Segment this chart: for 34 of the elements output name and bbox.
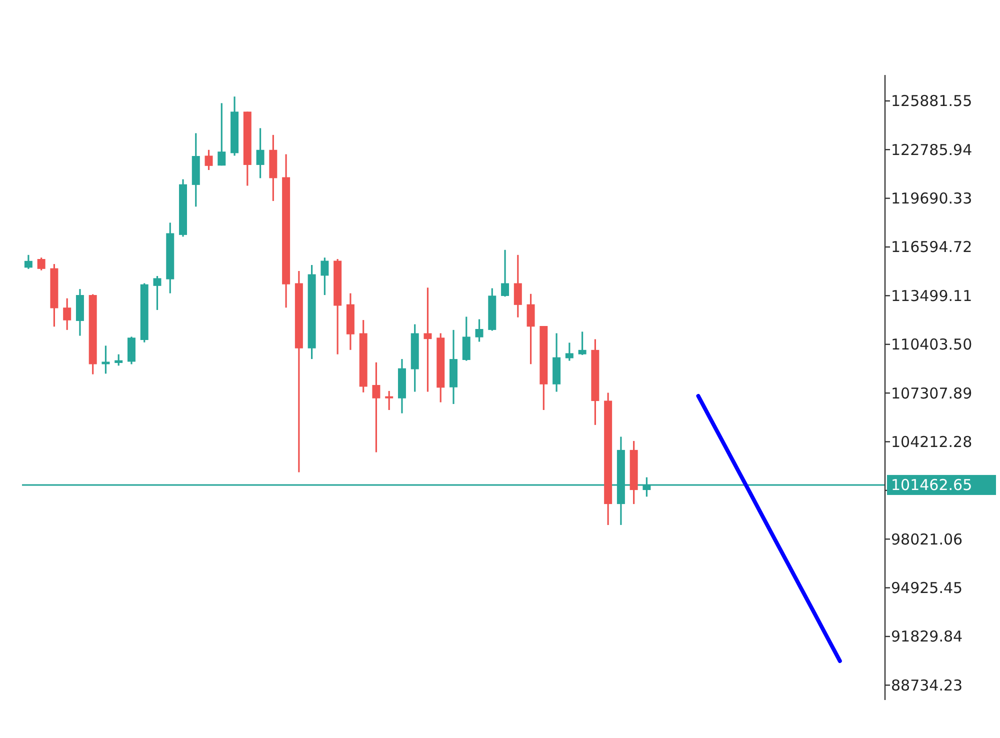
candlestick [37,256,46,272]
candlestick [153,275,162,311]
ref-line-label: 101462.65 [891,476,972,494]
candlestick [385,390,394,411]
candlestick [475,318,484,343]
y-tick-label: 98021.06 [891,530,963,548]
candlestick [501,249,510,298]
y-tick-label: 122785.94 [891,140,972,159]
candlestick [372,362,380,454]
y-tick-label: 94925.45 [891,579,963,598]
y-tick-label: 110403.50 [891,336,972,354]
candlestick [102,344,110,374]
y-tick-label: 104212.28 [891,432,972,451]
y-tick-label: 91829.84 [891,628,963,646]
y-tick-label: 119690.33 [891,190,972,208]
y-tick-label: 125881.55 [891,92,972,110]
candlestick [578,330,586,356]
candlestick [114,354,123,366]
candlestick [424,286,432,393]
candlestick [514,254,522,318]
y-tick-label: 116594.72 [891,238,972,256]
candlestick [24,254,32,270]
y-tick-label: 107307.89 [891,384,972,402]
candlestick [565,342,574,362]
candlestick [256,127,264,179]
candlestick [204,149,213,171]
y-tick-label: 88734.23 [891,676,963,694]
y-tick-label: 113499.11 [891,286,972,305]
candlestick [218,102,226,166]
candlestick [320,256,329,296]
candlestick [462,316,470,362]
candlestick [63,298,72,331]
line-series [696,394,842,663]
candlestick [526,293,535,365]
